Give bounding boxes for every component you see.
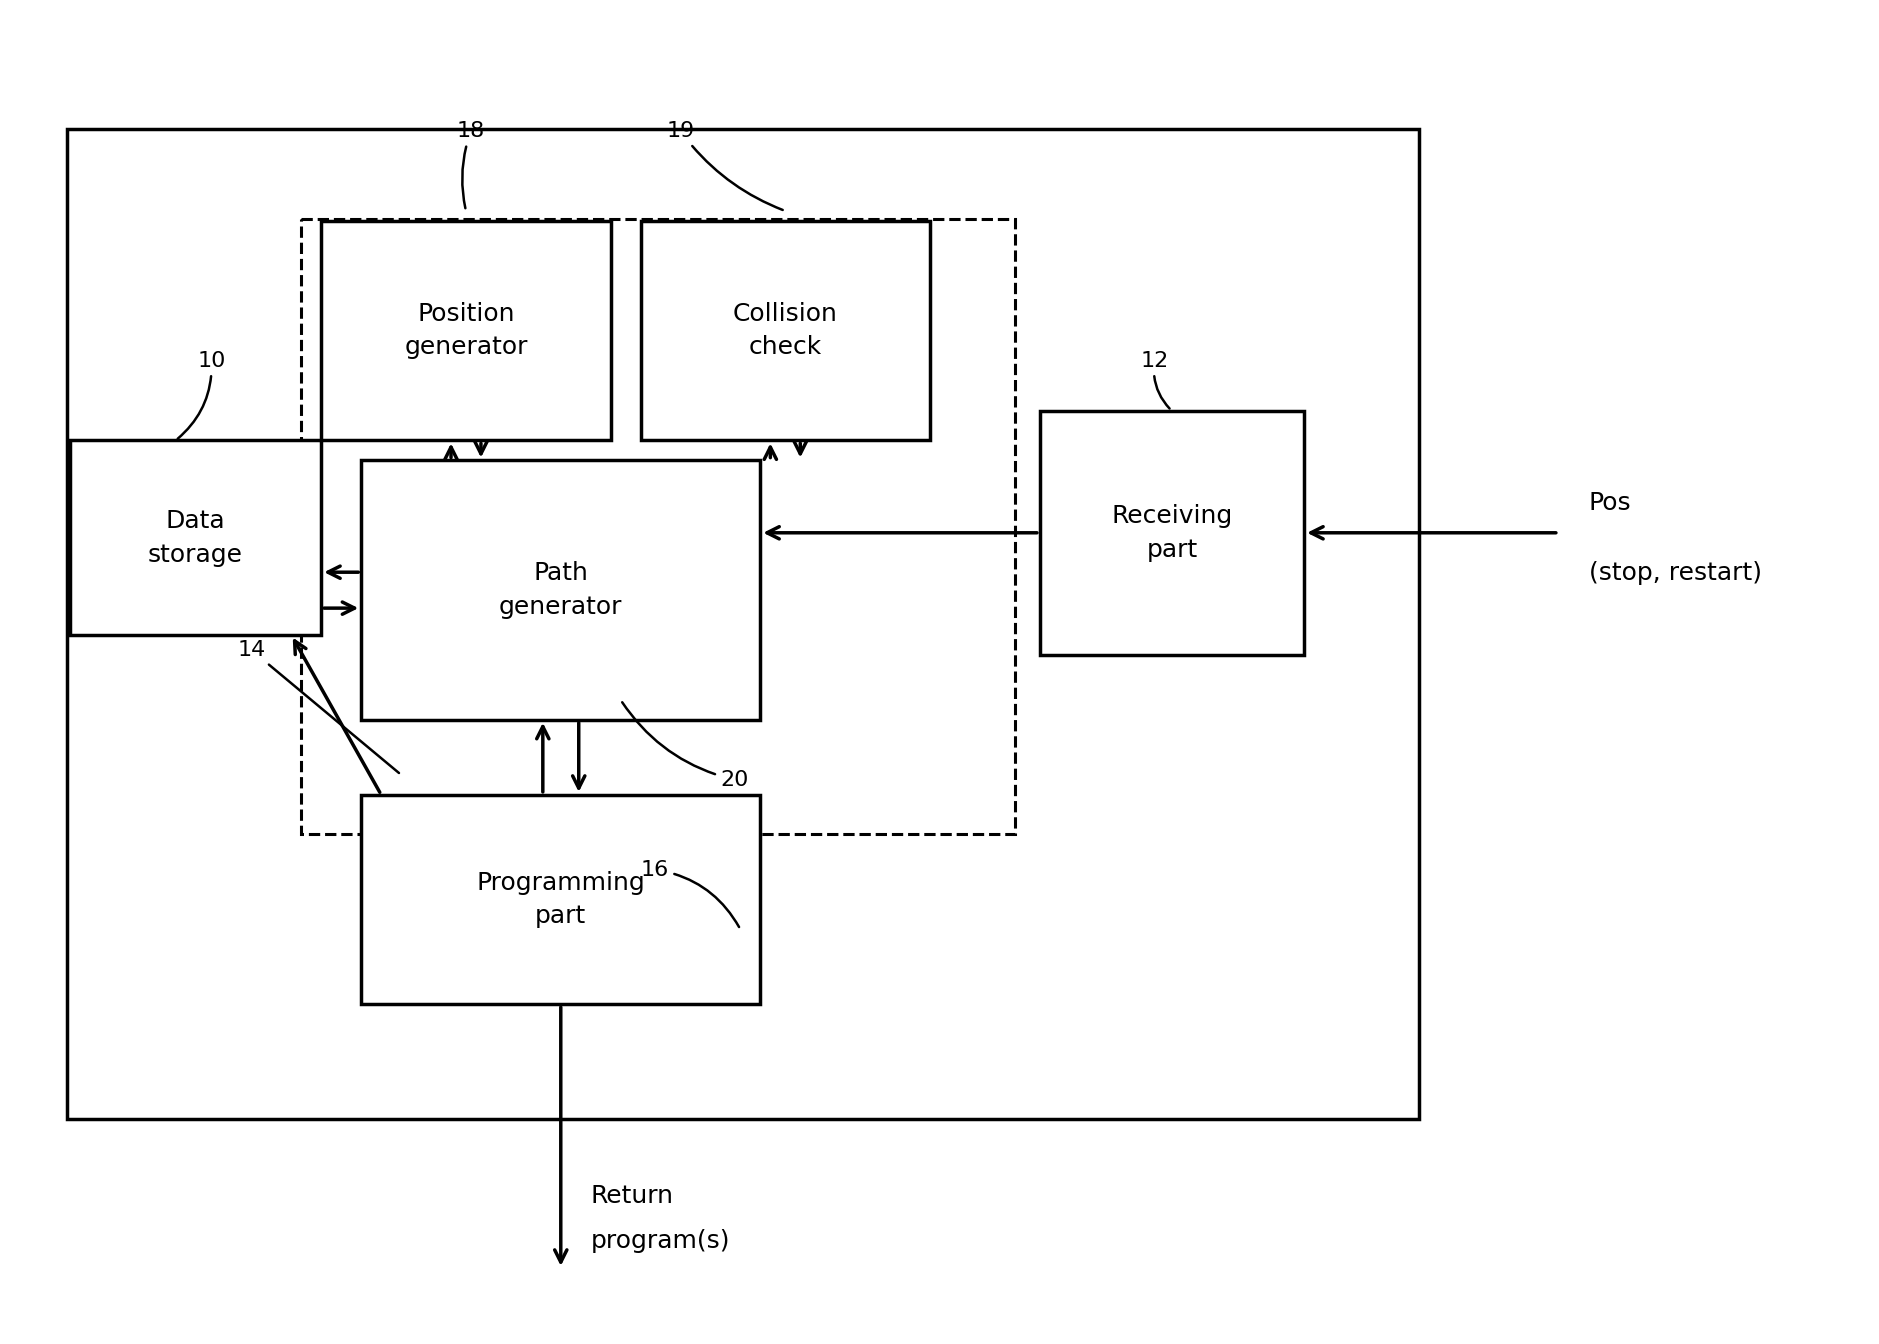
Bar — [1039, 410, 1304, 655]
Text: Collision
check: Collision check — [733, 302, 838, 359]
Bar — [70, 441, 321, 636]
Text: (stop, restart): (stop, restart) — [1588, 560, 1763, 585]
Text: Programming
part: Programming part — [477, 871, 644, 929]
Bar — [301, 219, 1015, 833]
Text: Position
generator: Position generator — [404, 302, 528, 359]
Text: 10: 10 — [179, 351, 225, 438]
Text: 20: 20 — [622, 703, 750, 790]
Text: Data
storage: Data storage — [148, 509, 242, 567]
Text: 12: 12 — [1141, 351, 1169, 409]
Text: Receiving
part: Receiving part — [1110, 504, 1233, 562]
Text: program(s): program(s) — [590, 1228, 731, 1253]
Bar — [361, 461, 761, 720]
Text: Pos: Pos — [1588, 491, 1631, 515]
Bar — [641, 220, 930, 441]
Text: Path
generator: Path generator — [500, 562, 622, 620]
Bar — [68, 129, 1419, 1120]
Bar — [321, 220, 611, 441]
Bar — [361, 794, 761, 1004]
Text: 14: 14 — [237, 640, 398, 773]
Text: 19: 19 — [667, 121, 784, 210]
Text: 18: 18 — [457, 121, 485, 208]
Text: Return: Return — [590, 1184, 675, 1208]
Text: 16: 16 — [641, 860, 738, 927]
